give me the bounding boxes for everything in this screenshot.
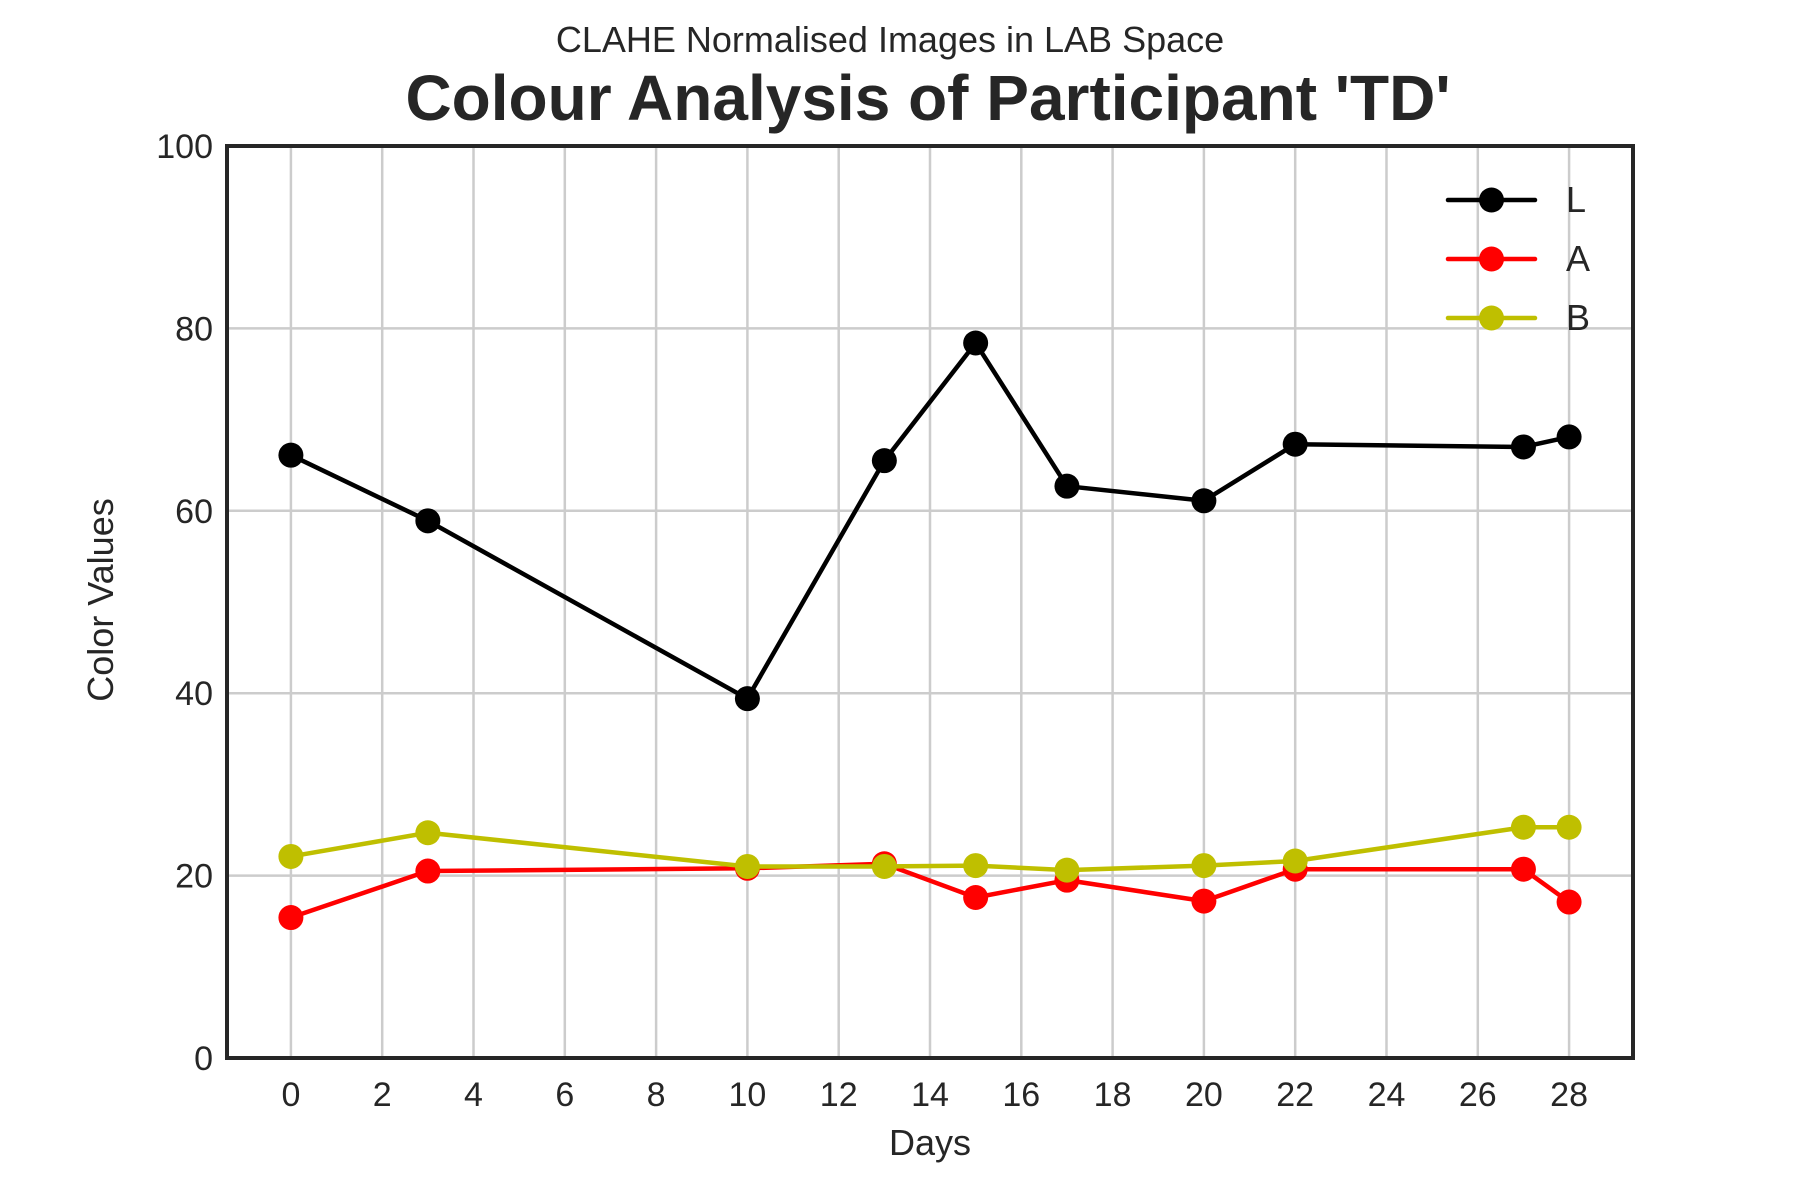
series-b xyxy=(278,814,1582,883)
x-tick-label-11: 22 xyxy=(1276,1076,1314,1114)
x-tick-label-1: 2 xyxy=(373,1076,392,1114)
series-line-l xyxy=(288,340,1572,701)
series-point-b-1 xyxy=(415,820,441,846)
series-point-l-9 xyxy=(1556,424,1582,450)
series-point-a-9 xyxy=(1556,889,1582,915)
series-point-b-5 xyxy=(1054,857,1080,883)
series-point-l-3 xyxy=(871,448,897,474)
legend-label-l: L xyxy=(1566,179,1586,220)
x-tick-label-9: 18 xyxy=(1094,1076,1132,1114)
series-point-l-6 xyxy=(1191,488,1217,514)
series-point-b-9 xyxy=(1556,814,1582,840)
x-tick-label-7: 14 xyxy=(911,1076,949,1114)
series-line-b xyxy=(288,825,1572,873)
series-point-l-2 xyxy=(734,686,760,712)
series-point-l-5 xyxy=(1054,473,1080,499)
series-point-a-8 xyxy=(1510,856,1536,882)
legend-marker-l xyxy=(1479,187,1504,213)
x-axis-label: Days xyxy=(889,1122,971,1163)
grid-layer xyxy=(227,144,1633,1060)
legend-marker-a xyxy=(1479,246,1504,272)
y-tick-label-0: 0 xyxy=(194,1040,213,1078)
legend-label-b: B xyxy=(1566,297,1590,338)
x-tick-label-10: 20 xyxy=(1185,1076,1223,1114)
series-point-a-0 xyxy=(278,905,304,931)
series-point-a-1 xyxy=(415,858,441,884)
x-tick-label-0: 0 xyxy=(281,1076,300,1114)
legend-marker-b xyxy=(1479,305,1504,331)
x-tick-label-13: 26 xyxy=(1459,1076,1497,1114)
x-tick-label-4: 8 xyxy=(647,1076,666,1114)
series-point-l-8 xyxy=(1510,434,1536,460)
series-point-b-7 xyxy=(1282,848,1308,874)
series-point-l-7 xyxy=(1282,431,1308,457)
chart-title: Colour Analysis of Participant 'TD' xyxy=(405,62,1450,134)
series-point-b-4 xyxy=(963,853,989,879)
series-line-a xyxy=(288,861,1572,920)
x-tick-label-8: 16 xyxy=(1002,1076,1040,1114)
series-point-l-1 xyxy=(415,508,441,534)
chart-subtitle: CLAHE Normalised Images in LAB Space xyxy=(556,19,1224,60)
series-point-a-6 xyxy=(1191,888,1217,914)
series-point-a-4 xyxy=(963,884,989,910)
series-point-b-8 xyxy=(1510,814,1536,840)
x-tick-label-2: 4 xyxy=(464,1076,483,1114)
series-point-l-0 xyxy=(278,442,304,468)
series-layer xyxy=(278,330,1582,931)
y-tick-label-5: 100 xyxy=(156,128,213,166)
legend-label-a: A xyxy=(1566,238,1590,279)
series-point-b-3 xyxy=(871,853,897,879)
x-tick-label-6: 12 xyxy=(820,1076,858,1114)
x-tick-label-14: 28 xyxy=(1550,1076,1588,1114)
y-tick-label-4: 80 xyxy=(175,310,213,348)
series-point-l-4 xyxy=(963,330,989,356)
y-tick-label-2: 40 xyxy=(175,675,213,713)
y-axis-label: Color Values xyxy=(80,498,121,701)
series-point-b-2 xyxy=(734,853,760,879)
y-tick-label-3: 60 xyxy=(175,493,213,531)
x-tick-label-3: 6 xyxy=(555,1076,574,1114)
x-tick-label-5: 10 xyxy=(728,1076,766,1114)
legend: LAB xyxy=(1445,179,1590,338)
series-point-b-6 xyxy=(1191,853,1217,879)
series-l xyxy=(278,330,1582,712)
y-tick-label-1: 20 xyxy=(175,858,213,896)
x-tick-label-12: 24 xyxy=(1368,1076,1406,1114)
plot-frame xyxy=(225,144,1635,1060)
series-point-b-0 xyxy=(278,843,304,869)
